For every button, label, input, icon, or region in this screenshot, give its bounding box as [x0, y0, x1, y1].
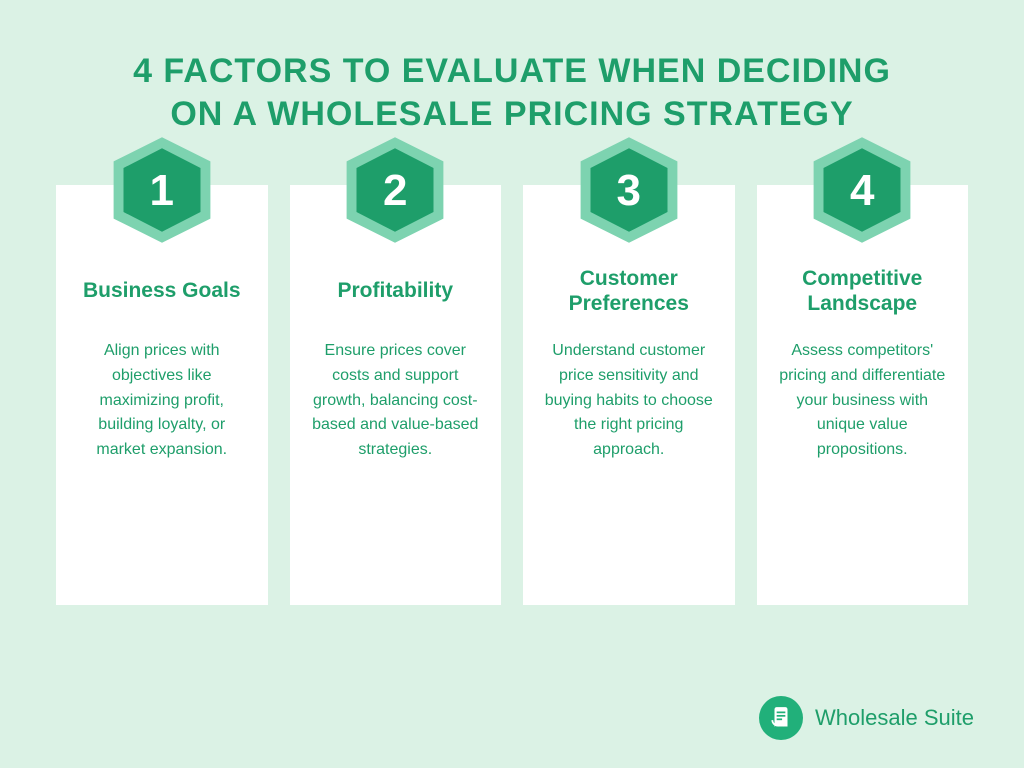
brand: Wholesale Suite [759, 696, 974, 740]
card-description: Understand customer price sensitivity an… [541, 339, 717, 463]
card-description: Align prices with objectives like maximi… [74, 339, 250, 463]
badge-number: 4 [807, 135, 917, 245]
card-description: Assess competitors' pricing and differen… [775, 339, 951, 463]
card-customer-preferences: 3 Customer Preferences Understand custom… [523, 185, 735, 605]
badge-number: 2 [340, 135, 450, 245]
cards-row: 1 Business Goals Align prices with objec… [50, 185, 974, 605]
badge-number: 3 [574, 135, 684, 245]
badge-2: 2 [340, 135, 450, 245]
badge-number: 1 [107, 135, 217, 245]
card-business-goals: 1 Business Goals Align prices with objec… [56, 185, 268, 605]
badge-1: 1 [107, 135, 217, 245]
title-line-2: ON A WHOLESALE PRICING STRATEGY [170, 95, 853, 133]
card-description: Ensure prices cover costs and support gr… [308, 339, 484, 463]
card-competitive-landscape: 4 Competitive Landscape Assess competito… [757, 185, 969, 605]
card-title: Competitive Landscape [775, 265, 951, 317]
badge-3: 3 [574, 135, 684, 245]
receipt-icon [768, 705, 794, 731]
brand-logo [759, 696, 803, 740]
page-title: 4 FACTORS TO EVALUATE WHEN DECIDING ON A… [50, 50, 974, 135]
title-line-1: 4 FACTORS TO EVALUATE WHEN DECIDING [133, 52, 891, 90]
card-profitability: 2 Profitability Ensure prices cover cost… [290, 185, 502, 605]
badge-4: 4 [807, 135, 917, 245]
brand-name: Wholesale Suite [815, 705, 974, 731]
infographic-canvas: 4 FACTORS TO EVALUATE WHEN DECIDING ON A… [0, 0, 1024, 768]
card-title: Customer Preferences [541, 265, 717, 317]
card-title: Profitability [308, 265, 484, 317]
card-title: Business Goals [74, 265, 250, 317]
